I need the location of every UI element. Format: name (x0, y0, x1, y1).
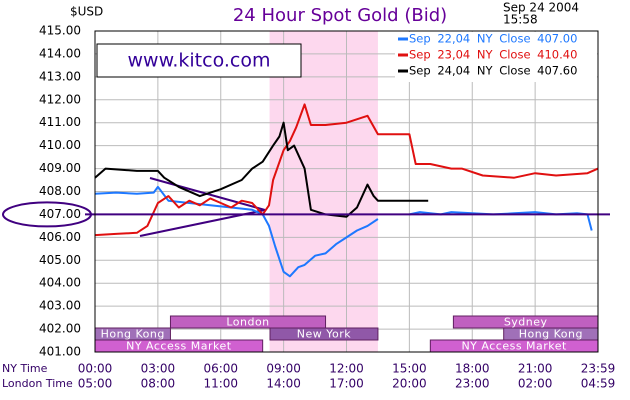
annotation: www.kitco.com (127, 50, 270, 72)
y-tick-label: 406.00 (39, 230, 81, 244)
legend-label: Sep 22,04 NY Close 407.00 (409, 32, 577, 46)
y-tick-label: 414.00 (39, 46, 81, 60)
y-tick-label: 405.00 (39, 253, 81, 267)
x-tick-label: 21:00 (518, 362, 553, 376)
x-tick-label: 00:00 (78, 362, 113, 376)
x2-tick-label: 04:59 (581, 377, 616, 391)
timestamp-date: Sep 24 2004 (503, 1, 579, 15)
legend-label: Sep 24,04 NY Close 407.60 (409, 64, 577, 78)
x2-tick-label: 11:00 (203, 377, 238, 391)
x-tick-label: 12:00 (329, 362, 364, 376)
y-tick-label: 402.00 (39, 322, 81, 336)
y-tick-label: 408.00 (39, 184, 81, 198)
x2-tick-label: 14:00 (266, 377, 301, 391)
x-tick-label: 23:59 (581, 362, 616, 376)
session-label: London (226, 316, 269, 329)
session-bar (269, 327, 379, 341)
y-tick-label: 401.00 (39, 345, 81, 359)
session-label: New York (297, 328, 352, 341)
x-row-label: NY Time (2, 362, 48, 375)
session-label: Hong Kong (101, 328, 165, 341)
y-tick-label: 413.00 (39, 69, 81, 83)
x2-tick-label: 17:00 (329, 377, 364, 391)
series-line (94, 103, 599, 237)
y-tick-label: 412.00 (39, 92, 81, 106)
chart-title: 24 Hour Spot Gold (Bid) (233, 5, 447, 26)
x2-row-label: London Time (2, 377, 73, 390)
x2-tick-label: 20:00 (392, 377, 427, 391)
reference-ellipse (2, 201, 92, 228)
annotation-box (96, 43, 302, 78)
legend-label: Sep 23,04 NY Close 410.40 (409, 48, 577, 62)
plot-border (94, 30, 599, 353)
y-tick-label: 403.00 (39, 299, 81, 313)
legend-box (395, 32, 597, 82)
x-tick-label: 18:00 (455, 362, 490, 376)
session-label: NY Access Market (126, 340, 232, 353)
x2-tick-label: 23:00 (455, 377, 490, 391)
x-tick-label: 06:00 (203, 362, 238, 376)
x-tick-label: 03:00 (141, 362, 176, 376)
session-label: NY Access Market (461, 340, 567, 353)
x2-tick-label: 02:00 (518, 377, 553, 391)
timestamp-time: 15:58 (503, 13, 538, 27)
y-tick-label: 409.00 (39, 161, 81, 175)
x-tick-label: 15:00 (392, 362, 427, 376)
y-tick-label: 404.00 (39, 276, 81, 290)
series-line (94, 121, 429, 218)
y-tick-label: 410.00 (39, 138, 81, 152)
session-label: Hong Kong (519, 328, 583, 341)
x2-tick-label: 05:00 (78, 377, 113, 391)
y-tick-label: 407.00 (39, 207, 81, 221)
y-tick-label: 415.00 (39, 24, 81, 38)
session-label: Sydney (504, 316, 548, 329)
x-tick-label: 09:00 (266, 362, 301, 376)
x2-tick-label: 08:00 (141, 377, 176, 391)
y-tick-label: 411.00 (39, 115, 81, 129)
session-bar (169, 315, 327, 329)
y-unit: $USD (70, 5, 103, 19)
